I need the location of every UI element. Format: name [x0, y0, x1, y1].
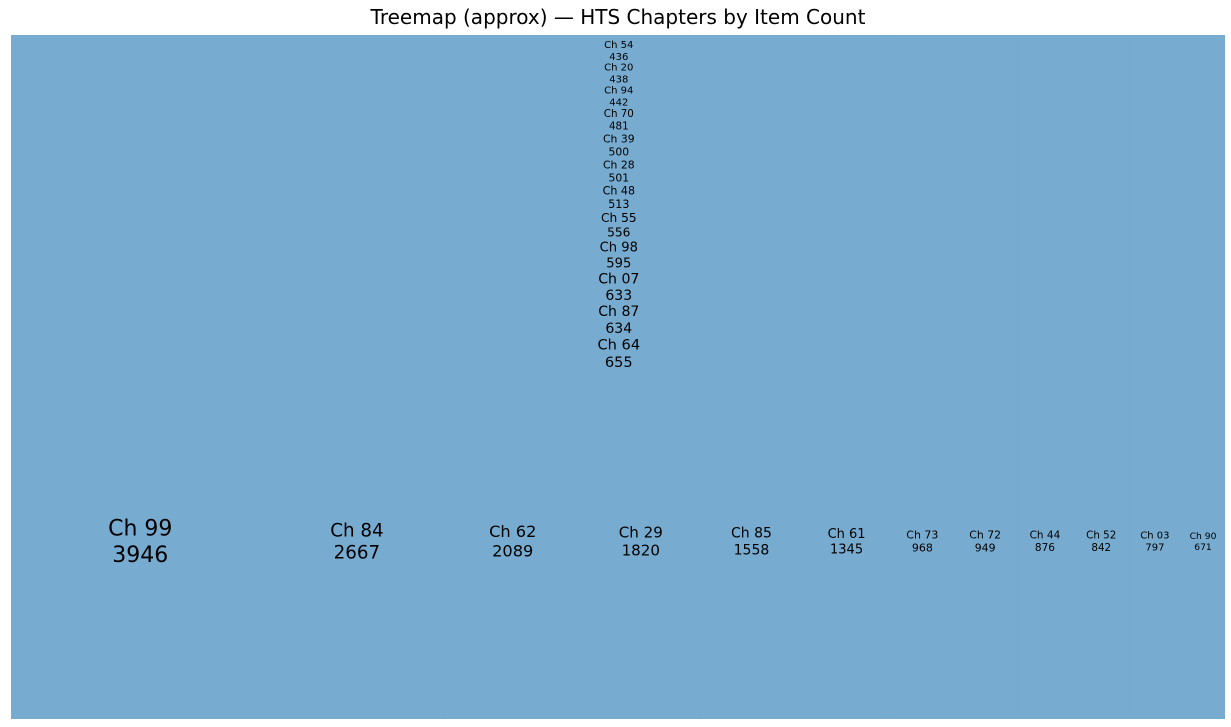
tile-value: 634: [605, 321, 632, 337]
tile-label: Ch 62: [489, 522, 536, 541]
tile-value: 438: [609, 74, 628, 85]
tile-label: Ch 85: [731, 526, 772, 542]
treemap-tile: [700, 35, 803, 719]
tile-label: Ch 55: [601, 211, 637, 225]
tile-value: 500: [608, 145, 629, 158]
tile-value: 595: [606, 256, 631, 271]
tile-value: 842: [1091, 542, 1111, 554]
tile-value: 671: [1194, 542, 1212, 553]
treemap-tile: [802, 35, 891, 719]
tile-label: Ch 20: [604, 62, 633, 73]
tile-value: 633: [605, 288, 632, 304]
tile-label: Ch 28: [603, 158, 635, 171]
tile-value: 436: [609, 52, 628, 63]
tile-value: 481: [609, 121, 629, 133]
chart-title: Treemap (approx) — HTS Chapters by Item …: [370, 5, 866, 29]
tile-value: 501: [608, 171, 629, 184]
treemap-tile: [890, 35, 955, 719]
tile-label: Ch 61: [828, 527, 866, 542]
tile-value: 3946: [112, 543, 168, 568]
tile-value: 1345: [830, 543, 863, 558]
tile-value: 797: [1145, 543, 1164, 554]
tile-label: Ch 52: [1086, 530, 1116, 542]
treemap-tile: [954, 35, 1017, 719]
tile-value: 1820: [622, 542, 660, 560]
tile-value: 968: [912, 542, 933, 555]
tile-label: Ch 07: [598, 271, 639, 287]
tile-value: 655: [605, 354, 633, 371]
tile-label: Ch 44: [1030, 530, 1061, 542]
treemap-tile: [1181, 35, 1225, 719]
tile-value: 2089: [492, 542, 533, 561]
tile-value: 876: [1035, 542, 1055, 554]
treemap-tile: [1016, 35, 1074, 719]
tile-label: Ch 94: [604, 85, 633, 96]
tile-value: 949: [975, 542, 996, 555]
tile-label: Ch 72: [969, 528, 1001, 541]
tile-value: 1558: [734, 542, 770, 558]
treemap-tile: [269, 35, 445, 719]
tile-label: Ch 98: [600, 241, 638, 256]
tile-label: Ch 87: [598, 304, 639, 320]
tile-label: Ch 99: [108, 517, 172, 542]
tile-label: Ch 64: [597, 337, 640, 354]
tile-label: Ch 39: [603, 132, 635, 145]
tile-label: Ch 29: [619, 523, 663, 541]
treemap-tile: [581, 35, 701, 719]
tile-value: 556: [607, 226, 630, 240]
treemap-tile: [1128, 35, 1182, 719]
tile-label: Ch 84: [330, 521, 383, 542]
tile-value: 513: [608, 198, 629, 211]
treemap-tile: [11, 35, 270, 719]
tile-value: 442: [609, 97, 628, 108]
tile-label: Ch 03: [1140, 531, 1169, 542]
tile-label: Ch 90: [1190, 531, 1217, 542]
tile-label: Ch 70: [604, 108, 634, 120]
treemap-tile: [1073, 35, 1129, 719]
treemap-tile: [444, 35, 582, 719]
tile-label: Ch 73: [906, 528, 938, 541]
tile-value: 2667: [334, 543, 381, 564]
tile-label: Ch 54: [604, 40, 633, 51]
tile-label: Ch 48: [603, 185, 635, 198]
